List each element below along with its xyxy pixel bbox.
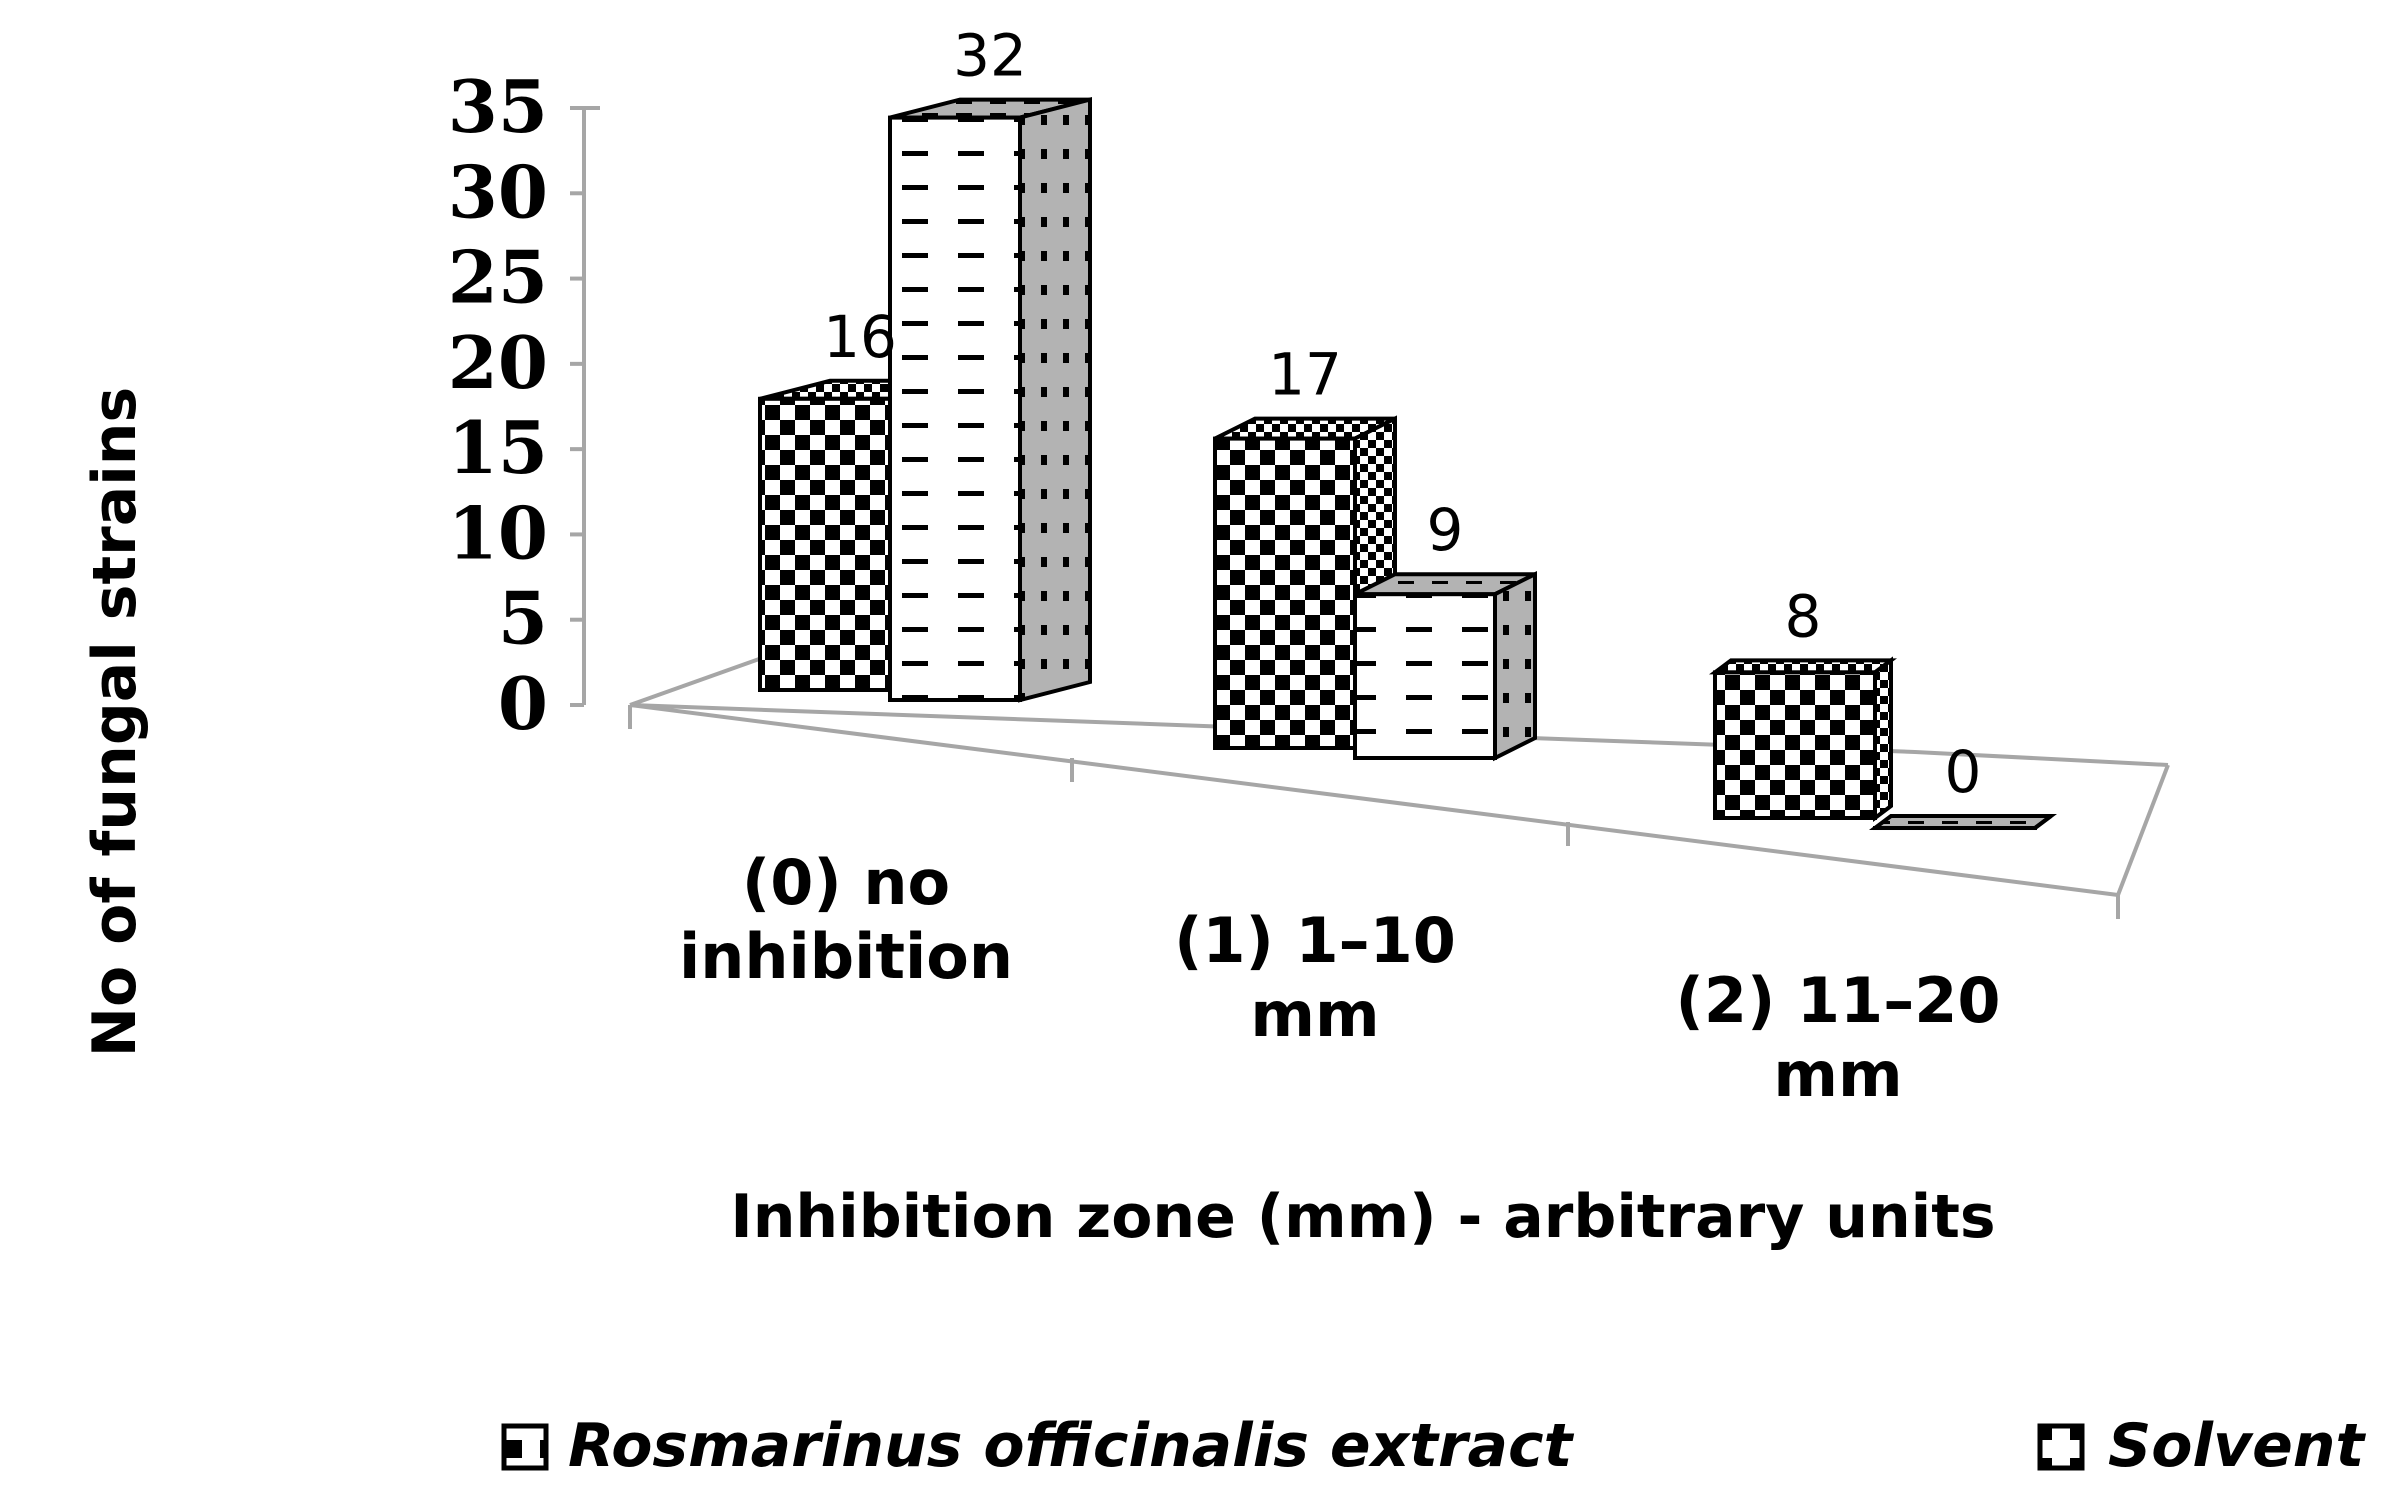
bar-front-face [1213, 436, 1357, 750]
data-label-solvent-1: 9 [1427, 496, 1464, 564]
bars [758, 97, 2057, 831]
data-label-solvent-2: 0 [1945, 738, 1982, 806]
legend-item-rosmarinus: Rosmarinus officinalis extract [501, 1411, 1575, 1481]
y-tick-label: 5 [498, 576, 548, 661]
data-label-rosmarinus-2: 8 [1785, 582, 1822, 650]
x-tick-labels: (0) no inhibition (1) 1–10 mm (2) 11–20 mm [679, 846, 2001, 1111]
legend-swatch-checker [501, 1423, 549, 1471]
x-tick-marks [628, 705, 2120, 919]
bar-side-face [1873, 656, 1893, 822]
bar-front-face [1713, 670, 1877, 821]
x-tick-label-line: inhibition [679, 920, 1013, 993]
y-tick-label: 35 [448, 64, 548, 149]
x-tick-label-line: mm [1773, 1038, 1902, 1111]
x-tick-label-0: (0) no inhibition [679, 846, 1013, 993]
x-tick-label-1: (1) 1–10 mm [1174, 904, 1456, 1051]
x-tick-label-2: (2) 11–20 mm [1676, 964, 2001, 1111]
legend-swatch-dash [2037, 1423, 2085, 1471]
floor-right [2116, 764, 2170, 896]
bar-front-face [758, 396, 892, 692]
bar-front-face [888, 115, 1022, 703]
bar-side-face [1018, 97, 1092, 703]
legend-label-rosmarinus: Rosmarinus officinalis extract [568, 1411, 1575, 1481]
data-label-solvent-0: 32 [953, 22, 1027, 90]
x-axis-label: Inhibition zone (mm) - arbitrary units [730, 1182, 1995, 1252]
y-tick-label: 15 [448, 405, 548, 490]
y-tick-label: 30 [448, 149, 548, 234]
bar-side-face [1493, 570, 1537, 762]
y-axis-label: No of fungal strains [80, 387, 150, 1057]
y-tick-label: 10 [448, 490, 548, 575]
bar-side-face [2033, 814, 2053, 830]
legend-item-solvent: Solvent [2037, 1411, 2367, 1481]
floor-outline [629, 703, 2169, 767]
y-tick-label: 25 [448, 235, 548, 320]
x-tick-label-line: (0) no [742, 846, 950, 919]
legend: Rosmarinus officinalis extract Solvent [501, 1411, 2367, 1481]
legend-label-solvent: Solvent [2108, 1411, 2367, 1481]
x-tick-label-line: (1) 1–10 [1174, 904, 1456, 977]
data-labels: 16 32 17 9 8 0 [823, 22, 1981, 806]
floor-back-left [629, 651, 777, 707]
x-tick-label-line: (2) 11–20 [1676, 964, 2001, 1037]
bar-front-face [1353, 592, 1497, 761]
bar-solvent-1 [1353, 570, 1537, 762]
data-label-rosmarinus-1: 17 [1268, 341, 1342, 409]
bar-solvent-2 [1869, 814, 2057, 831]
bar-rosmarinus-2 [1709, 656, 1897, 822]
data-label-rosmarinus-0: 16 [823, 303, 897, 371]
x-tick-label-line: mm [1250, 978, 1379, 1051]
y-tick-label: 20 [448, 320, 548, 405]
y-tick-label: 0 [498, 661, 548, 746]
floor-front [629, 703, 2119, 897]
bar-solvent-0 [888, 97, 1092, 703]
